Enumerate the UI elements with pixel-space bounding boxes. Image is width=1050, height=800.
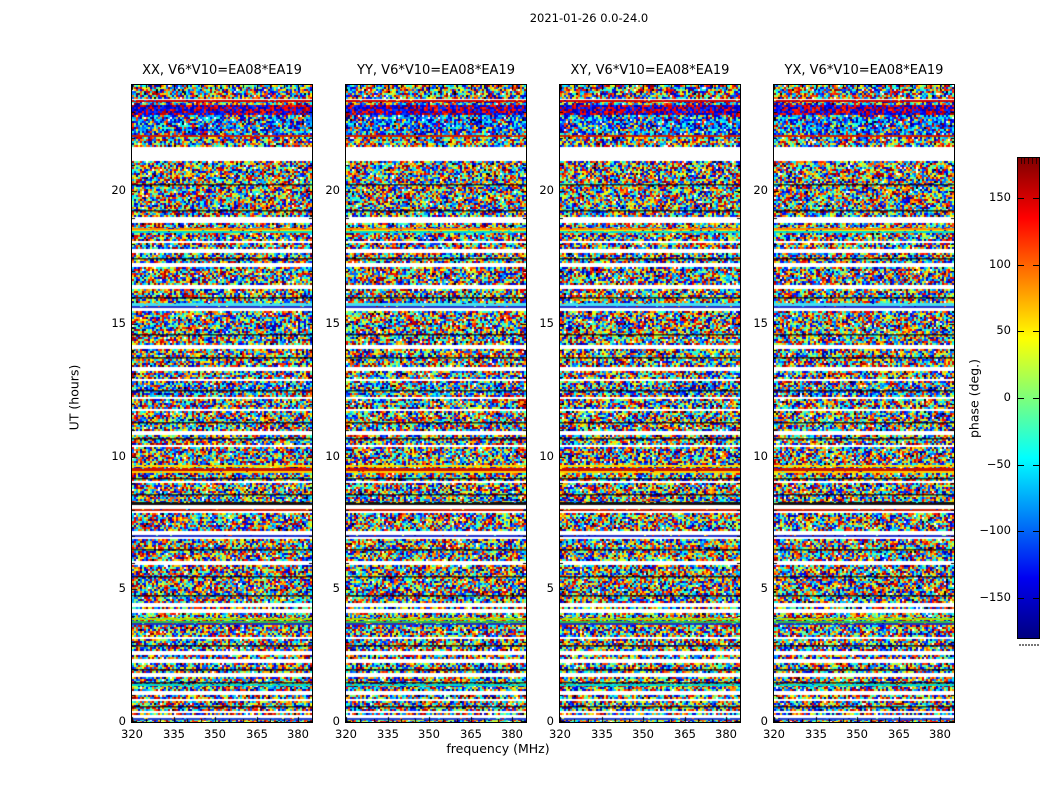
x-tick-label: 380 (287, 727, 309, 741)
colorbar-minor-dots (1031, 644, 1033, 646)
y-tick-label: 20 (111, 183, 126, 197)
colorbar-minor-ticks (1035, 158, 1037, 164)
colorbar-tick (1033, 531, 1039, 532)
y-tick-label: 15 (325, 316, 340, 330)
y-tick-label: 5 (546, 581, 554, 595)
colorbar-tick (1033, 331, 1039, 332)
panel-title-yy: YY, V6*V10=EA08*EA19 (357, 63, 515, 78)
y-tick-label: 15 (111, 316, 126, 330)
panel-title-xy: XY, V6*V10=EA08*EA19 (570, 63, 730, 78)
x-tick-label: 380 (501, 727, 523, 741)
colorbar-tick (1033, 398, 1039, 399)
y-tick-label: 0 (118, 714, 126, 728)
y-tick-label: 5 (760, 581, 768, 595)
y-tick-label: 10 (111, 449, 126, 463)
y-tick-label: 20 (539, 183, 554, 197)
colorbar-minor-dots (1022, 644, 1024, 646)
colorbar-minor-dots (1019, 644, 1021, 646)
x-tick-label: 335 (377, 727, 399, 741)
y-tick-label: 20 (325, 183, 340, 197)
figure-title: 2021-01-26 0.0-24.0 (529, 11, 649, 25)
y-tick-label: 15 (753, 316, 768, 330)
y-tick-label: 5 (332, 581, 340, 595)
colorbar-minor-ticks (1028, 158, 1030, 164)
y-tick-label: 0 (546, 714, 554, 728)
x-tick-label: 350 (204, 727, 226, 741)
colorbar-tick (1018, 465, 1024, 466)
colorbar-tick (1033, 198, 1039, 199)
x-tick-label: 365 (674, 727, 696, 741)
x-tick-label: 320 (121, 727, 143, 741)
x-tick-label: 380 (715, 727, 737, 741)
colorbar-tick (1018, 598, 1024, 599)
x-tick-label: 320 (763, 727, 785, 741)
x-tick-label: 350 (846, 727, 868, 741)
x-tick-label: 335 (163, 727, 185, 741)
colorbar-label: phase (deg.) (966, 359, 982, 438)
colorbar-minor-dots (1025, 644, 1027, 646)
colorbar-tick-label: 150 (989, 190, 1011, 204)
y-tick-label: 0 (760, 714, 768, 728)
colorbar-tick-label: 0 (1003, 390, 1011, 404)
colorbar-tick (1033, 598, 1039, 599)
colorbar-tick-label: −100 (979, 523, 1011, 537)
panel-title-xx: XX, V6*V10=EA08*EA19 (142, 63, 302, 78)
colorbar-tick-label: 50 (996, 323, 1011, 337)
colorbar-minor-ticks (1024, 158, 1026, 164)
panel-title-yx: YX, V6*V10=EA08*EA19 (784, 63, 944, 78)
heatmap-panel-xx: XX, V6*V10=EA08*EA19 320 335 350 365 380 0 5 10 1… (111, 63, 313, 741)
x-tick-label: 365 (246, 727, 268, 741)
colorbar-tick-label: −150 (979, 590, 1011, 604)
heatmap-canvas-yx (774, 85, 954, 722)
y-tick-label: 10 (753, 449, 768, 463)
x-tick-label: 380 (929, 727, 951, 741)
colorbar-minor-ticks (1031, 158, 1033, 164)
heatmap-panel-xy: XY, V6*V10=EA08*EA19 320 335 350 365 380 0 5 10 1… (539, 63, 741, 741)
x-tick-label: 365 (888, 727, 910, 741)
colorbar-tick (1018, 531, 1024, 532)
x-tick-label: 350 (632, 727, 654, 741)
colorbar-tick (1018, 398, 1024, 399)
colorbar-minor-ticks (1020, 158, 1022, 164)
colorbar-tick (1018, 198, 1024, 199)
x-tick-label: 320 (335, 727, 357, 741)
heatmap-canvas-xx (132, 85, 312, 722)
y-tick-label: 10 (539, 449, 554, 463)
heatmap-canvas-xy (560, 85, 740, 722)
colorbar: 150 100 50 0 −50 −100 −150 (979, 157, 1040, 646)
x-tick-label: 335 (591, 727, 613, 741)
colorbar-minor-dots (1034, 644, 1036, 646)
x-tick-label: 365 (460, 727, 482, 741)
colorbar-minor-dots (1028, 644, 1030, 646)
colorbar-gradient (1018, 158, 1039, 638)
x-axis-label: frequency (MHz) (446, 741, 550, 756)
y-tick-label: 10 (325, 449, 340, 463)
colorbar-tick (1018, 331, 1024, 332)
x-tick-label: 350 (418, 727, 440, 741)
x-tick-label: 335 (805, 727, 827, 741)
y-axis-label: UT (hours) (66, 364, 82, 431)
heatmap-canvas-yy (346, 85, 526, 722)
colorbar-tick-label: −50 (986, 457, 1011, 471)
y-tick-label: 20 (753, 183, 768, 197)
colorbar-tick (1018, 265, 1024, 266)
heatmap-panel-yy: YY, V6*V10=EA08*EA19 320 335 350 365 380 0 5 10 1… (325, 63, 527, 741)
colorbar-minor-dots (1037, 644, 1039, 646)
colorbar-tick (1033, 265, 1039, 266)
heatmap-panel-yx: YX, V6*V10=EA08*EA19 320 335 350 365 380 0 5 10 1… (753, 63, 955, 741)
colorbar-tick-label: 100 (989, 257, 1011, 271)
y-tick-label: 0 (332, 714, 340, 728)
y-tick-label: 15 (539, 316, 554, 330)
colorbar-tick (1033, 465, 1039, 466)
y-tick-label: 5 (118, 581, 126, 595)
x-tick-label: 320 (549, 727, 571, 741)
